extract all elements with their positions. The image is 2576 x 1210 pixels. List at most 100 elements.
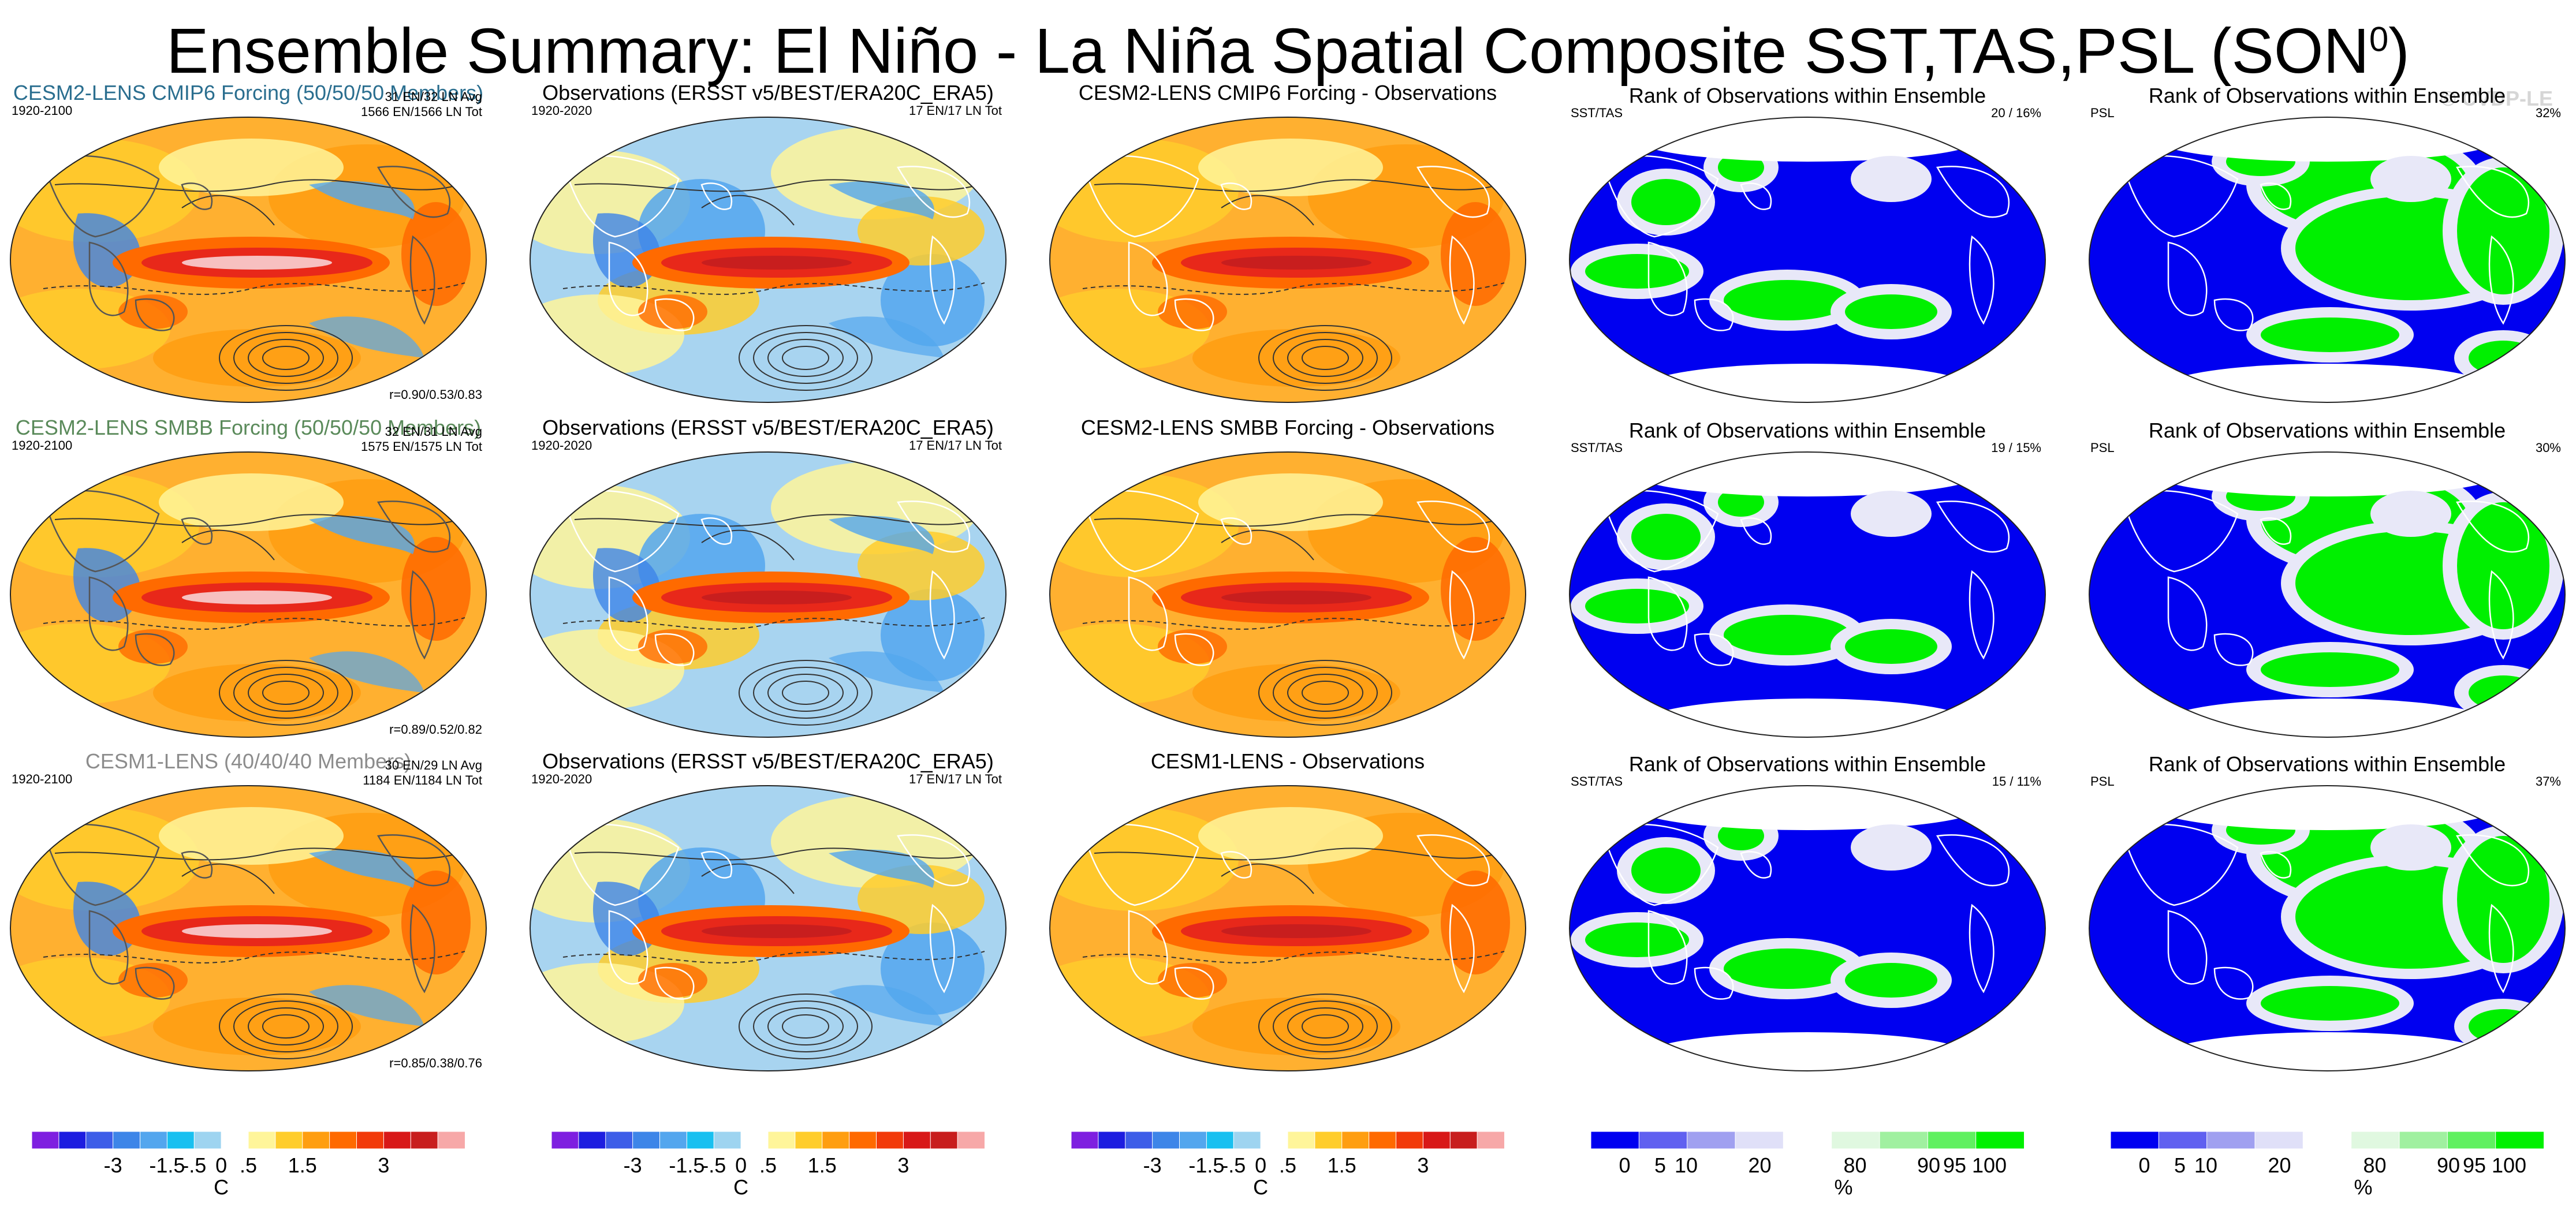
colorbar-swatch [2351, 1131, 2400, 1149]
colorbar-tick-label: 1.5 [807, 1153, 837, 1177]
colorbar-swatch [551, 1131, 579, 1149]
colorbar-tick-label: 100 [2491, 1153, 2527, 1177]
rank-psl-label: PSL [2090, 440, 2115, 455]
difference-panel-title: CESM2-LENS SMBB Forcing - Observations [1080, 416, 1495, 439]
colorbar-tick-label: 5 [2174, 1153, 2186, 1177]
colorbar-swatch [740, 1131, 769, 1149]
colorbar-swatch [1831, 1131, 1880, 1149]
rank-sst-map [1569, 451, 2046, 738]
colorbar-swatch [1206, 1131, 1235, 1149]
temp-colorbar [32, 1131, 465, 1149]
colorbar-tick-label: 95 [2462, 1153, 2486, 1177]
colorbar-tick-label: 0 [1619, 1153, 1631, 1177]
rank-psl-map [2089, 785, 2566, 1071]
colorbar-swatch [605, 1131, 633, 1149]
temp-colorbar [551, 1131, 985, 1149]
rank-psl-panel-title: Rank of Observations within Ensemble [2148, 419, 2506, 442]
temp-colorbar [1071, 1131, 1504, 1149]
rank-sst-label: SST/TAS [1571, 106, 1623, 120]
rank-sst-label: SST/TAS [1571, 440, 1623, 455]
colorbar-swatch [903, 1131, 931, 1149]
colorbar-tick-label: -.5 [182, 1153, 207, 1177]
colorbar-swatch [113, 1131, 141, 1149]
ens-map [10, 117, 487, 403]
colorbar-swatch [85, 1131, 114, 1149]
colorbar-swatch [1735, 1131, 1784, 1149]
colorbar-swatch [221, 1131, 249, 1149]
obs-total-count: 17 EN/17 LN Tot [908, 103, 1002, 118]
colorbar-tick-label: 0 [1255, 1153, 1267, 1177]
colorbar-swatch [957, 1131, 985, 1149]
rank-sst-panel-title: Rank of Observations within Ensemble [1628, 419, 1986, 442]
rank-psl-map [2089, 451, 2566, 738]
colorbar-swatch [437, 1131, 465, 1149]
colorbar-tick-label: -1.5 [149, 1153, 185, 1177]
colorbar-tick-label: -3 [103, 1153, 122, 1177]
colorbar-swatch [1638, 1131, 1688, 1149]
colorbar-swatch [410, 1131, 439, 1149]
colorbar-swatch [632, 1131, 661, 1149]
colorbar-tick-label: 90 [1917, 1153, 1941, 1177]
ensemble-avg-count: 31 EN/32 LN Avg [385, 89, 482, 104]
colorbar-swatch [2206, 1131, 2256, 1149]
colorbar-unit: C [214, 1175, 229, 1199]
obs-panel-title: Observations (ERSST v5/BEST/ERA20C_ERA5) [542, 416, 994, 439]
ensemble-avg-count: 32 EN/31 LN Avg [385, 424, 482, 439]
rank-sst-percent: 19 / 15% [1991, 440, 2041, 455]
colorbar-tick-label: 3 [897, 1153, 909, 1177]
obs-total-count: 17 EN/17 LN Tot [908, 438, 1002, 453]
colorbar-swatch [876, 1131, 904, 1149]
colorbar-tick-label: -3 [623, 1153, 642, 1177]
colorbar-tick-label: 95 [1943, 1153, 1967, 1177]
ensemble-total-count: 1575 EN/1575 LN Tot [361, 439, 482, 454]
obs-map [530, 785, 1006, 1071]
colorbar-swatch [713, 1131, 742, 1149]
colorbar-swatch [1449, 1131, 1478, 1149]
colorbar-swatch [166, 1131, 195, 1149]
colorbar-swatch [1260, 1131, 1288, 1149]
colorbar-swatch [1071, 1131, 1099, 1149]
rank-psl-percent: 37% [2535, 774, 2561, 789]
rank-psl-percent: 32% [2535, 106, 2561, 120]
obs-panel-title: Observations (ERSST v5/BEST/ERA20C_ERA5) [542, 81, 994, 104]
colorbar-swatch [795, 1131, 823, 1149]
rank-sst-percent: 15 / 11% [1992, 774, 2041, 789]
diff-map [1049, 785, 1526, 1071]
colorbar-swatch [2111, 1131, 2160, 1149]
colorbar-tick-label: 3 [1417, 1153, 1429, 1177]
pattern-correlation: r=0.90/0.53/0.83 [389, 387, 482, 402]
rank-psl-map [2089, 117, 2566, 403]
colorbar-swatch [1477, 1131, 1504, 1149]
colorbar-swatch [302, 1131, 330, 1149]
colorbar-swatch [1233, 1131, 1262, 1149]
ensemble-total-count: 1566 EN/1566 LN Tot [361, 104, 482, 119]
rank-psl-percent: 30% [2535, 440, 2561, 455]
colorbar-tick-label: .5 [239, 1153, 258, 1177]
colorbar-swatch [1152, 1131, 1180, 1149]
colorbar-tick-label: -1.5 [1188, 1153, 1225, 1177]
colorbar-tick-label: .5 [1278, 1153, 1297, 1177]
rank-psl-label: PSL [2090, 774, 2115, 789]
colorbar-swatch [1287, 1131, 1315, 1149]
ensemble-avg-count: 30 EN/29 LN Avg [385, 758, 482, 772]
ensemble-years: 1920-2100 [12, 772, 73, 786]
obs-years: 1920-2020 [531, 772, 592, 786]
colorbar-tick-label: .5 [759, 1153, 777, 1177]
obs-map [530, 117, 1006, 403]
colorbar-tick-label: 10 [1674, 1153, 1698, 1177]
colorbar-swatch [1927, 1131, 1977, 1149]
colorbar-swatch [578, 1131, 606, 1149]
colorbar-swatch [356, 1131, 385, 1149]
colorbar-swatch [2447, 1131, 2496, 1149]
colorbar-swatch [329, 1131, 357, 1149]
colorbar-tick-label: 0 [2138, 1153, 2150, 1177]
difference-panel-title: CESM2-LENS CMIP6 Forcing - Observations [1078, 81, 1497, 104]
colorbar-tick-label: 1.5 [288, 1153, 317, 1177]
rank-colorbar [2111, 1131, 2544, 1149]
pattern-correlation: r=0.89/0.52/0.82 [389, 722, 482, 737]
ens-map [10, 451, 487, 738]
ensemble-total-count: 1184 EN/1184 LN Tot [363, 773, 482, 787]
colorbar-swatch [1783, 1131, 1832, 1149]
colorbar-swatch [1591, 1131, 1640, 1149]
colorbar-tick-label: -3 [1143, 1153, 1162, 1177]
